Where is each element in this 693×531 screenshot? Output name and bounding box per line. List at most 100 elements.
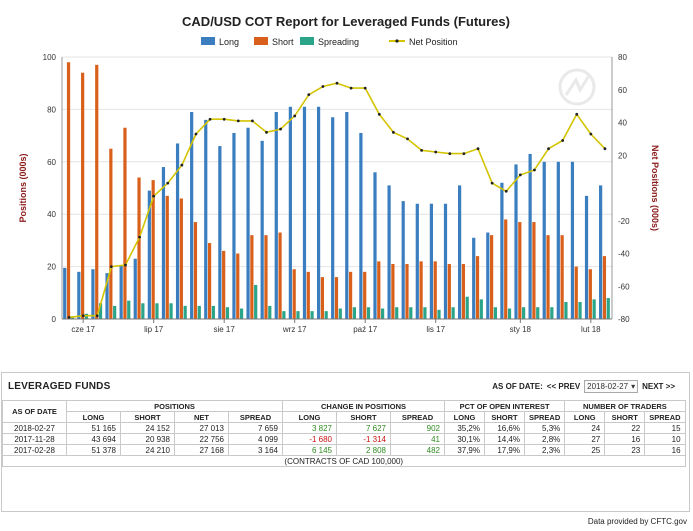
long-bar: [387, 185, 391, 319]
short-bar: [123, 127, 127, 320]
subheader-6: SPREAD: [390, 411, 445, 423]
spreading-bar: [451, 307, 455, 319]
long-bar: [119, 265, 123, 319]
short-bar: [207, 243, 212, 319]
contracts-note: (CONTRACTS OF CAD 100,000): [2, 455, 686, 467]
spreading-bar: [169, 303, 173, 319]
short-bar: [179, 198, 183, 319]
table-cell: 3 164: [228, 444, 283, 456]
spreading-bar: [268, 305, 272, 319]
table-cell: 5,3%: [523, 422, 566, 434]
short-bar: [264, 235, 268, 319]
short-bar: [320, 277, 324, 319]
x-tick-label: paź 17: [353, 325, 378, 334]
spreading-bar: [183, 305, 187, 319]
table-cell: 43 694: [66, 433, 121, 445]
subheader-2: NET: [174, 411, 229, 423]
legend-label: Short: [272, 37, 294, 47]
spreading-bar: [352, 307, 357, 319]
long-bar: [316, 106, 321, 319]
net-position-point: [236, 119, 240, 123]
net-position-point: [109, 265, 113, 268]
table-cell: 27 013: [174, 422, 229, 434]
prev-link[interactable]: << PREV: [546, 382, 581, 391]
cot-table: AS OF DATE POSITIONS CHANGE IN POSITIONS…: [2, 400, 686, 467]
subheader-7: LONG: [444, 411, 485, 423]
spreading-bar: [366, 307, 371, 319]
net-position-point: [392, 130, 395, 134]
net-position-point: [547, 147, 550, 151]
long-bar: [472, 237, 476, 319]
short-bar: [461, 263, 466, 319]
table-cell: 41: [390, 433, 445, 445]
subheader-10: LONG: [564, 411, 606, 423]
short-bar: [602, 256, 607, 319]
short-bar: [95, 64, 99, 319]
spreading-bar: [409, 307, 413, 319]
net-position-point: [67, 315, 71, 319]
x-tick-label: cze 17: [71, 325, 95, 334]
x-tick-label: lip 17: [144, 325, 164, 334]
table-cell: 24: [564, 422, 606, 434]
spreading-bar: [606, 298, 610, 319]
spreading-bar: [437, 309, 441, 319]
short-bar: [574, 266, 578, 319]
long-bar: [260, 140, 264, 319]
table-cell: 2,3%: [523, 444, 566, 456]
legend-label: Spreading: [318, 37, 359, 47]
table-cell: 20 938: [120, 433, 175, 445]
long-bar: [556, 161, 560, 319]
date-select[interactable]: 2018-02-27 ▾: [584, 380, 639, 393]
short-bar: [546, 235, 550, 319]
panel-header: LEVERAGED FUNDS AS OF DATE: << PREV 2018…: [2, 373, 689, 400]
spreading-bar: [296, 311, 300, 319]
spreading-bar: [493, 307, 498, 319]
table-cell: 22 756: [174, 433, 229, 445]
as-of-date-control: AS OF DATE: << PREV 2018-02-27 ▾ NEXT >>: [492, 380, 675, 393]
net-position-point: [124, 263, 127, 267]
spreading-bar: [550, 307, 554, 319]
table-cell: 15: [644, 422, 686, 434]
table-cell: -1 314: [336, 433, 391, 445]
net-position-point: [335, 81, 339, 85]
x-tick-label: lut 18: [581, 325, 601, 334]
short-bar: [348, 271, 353, 319]
table-cell: 14,4%: [484, 433, 525, 445]
x-tick-label: sie 17: [213, 325, 235, 334]
table-cell: 23: [604, 444, 646, 456]
short-bar: [137, 177, 141, 319]
long-bar: [331, 117, 335, 319]
table-cell: 4 099: [228, 433, 283, 445]
spreading-bar: [310, 311, 314, 319]
y2-tick-label: 60: [618, 86, 627, 95]
long-bar: [147, 190, 151, 319]
table-cell: 2,8%: [523, 433, 566, 445]
long-bar: [429, 203, 434, 319]
net-position-point: [180, 163, 184, 167]
y-tick-label: 60: [47, 158, 56, 167]
long-bar: [274, 112, 278, 320]
y2-tick-label: -60: [618, 282, 630, 291]
short-bar: [419, 261, 423, 319]
spreading-bar: [507, 308, 512, 319]
long-bar: [105, 273, 109, 319]
long-bar: [175, 143, 180, 319]
net-position-point: [363, 86, 367, 90]
spreading-bar: [211, 305, 215, 319]
table-cell: 482: [390, 444, 445, 456]
short-bar: [66, 62, 71, 320]
long-bar: [204, 119, 208, 319]
short-bar: [109, 148, 113, 319]
long-bar: [246, 127, 250, 320]
legend-swatch: [254, 37, 268, 45]
net-position-point: [307, 93, 311, 97]
net-position-point: [95, 314, 99, 318]
next-link[interactable]: NEXT >>: [642, 382, 675, 391]
long-bar: [486, 232, 490, 319]
table-cell: 24 210: [120, 444, 175, 456]
y-tick-label: 40: [47, 210, 56, 219]
short-bar: [250, 235, 254, 319]
long-bar: [401, 201, 405, 319]
short-bar: [475, 256, 480, 319]
table-cell: 25: [564, 444, 606, 456]
